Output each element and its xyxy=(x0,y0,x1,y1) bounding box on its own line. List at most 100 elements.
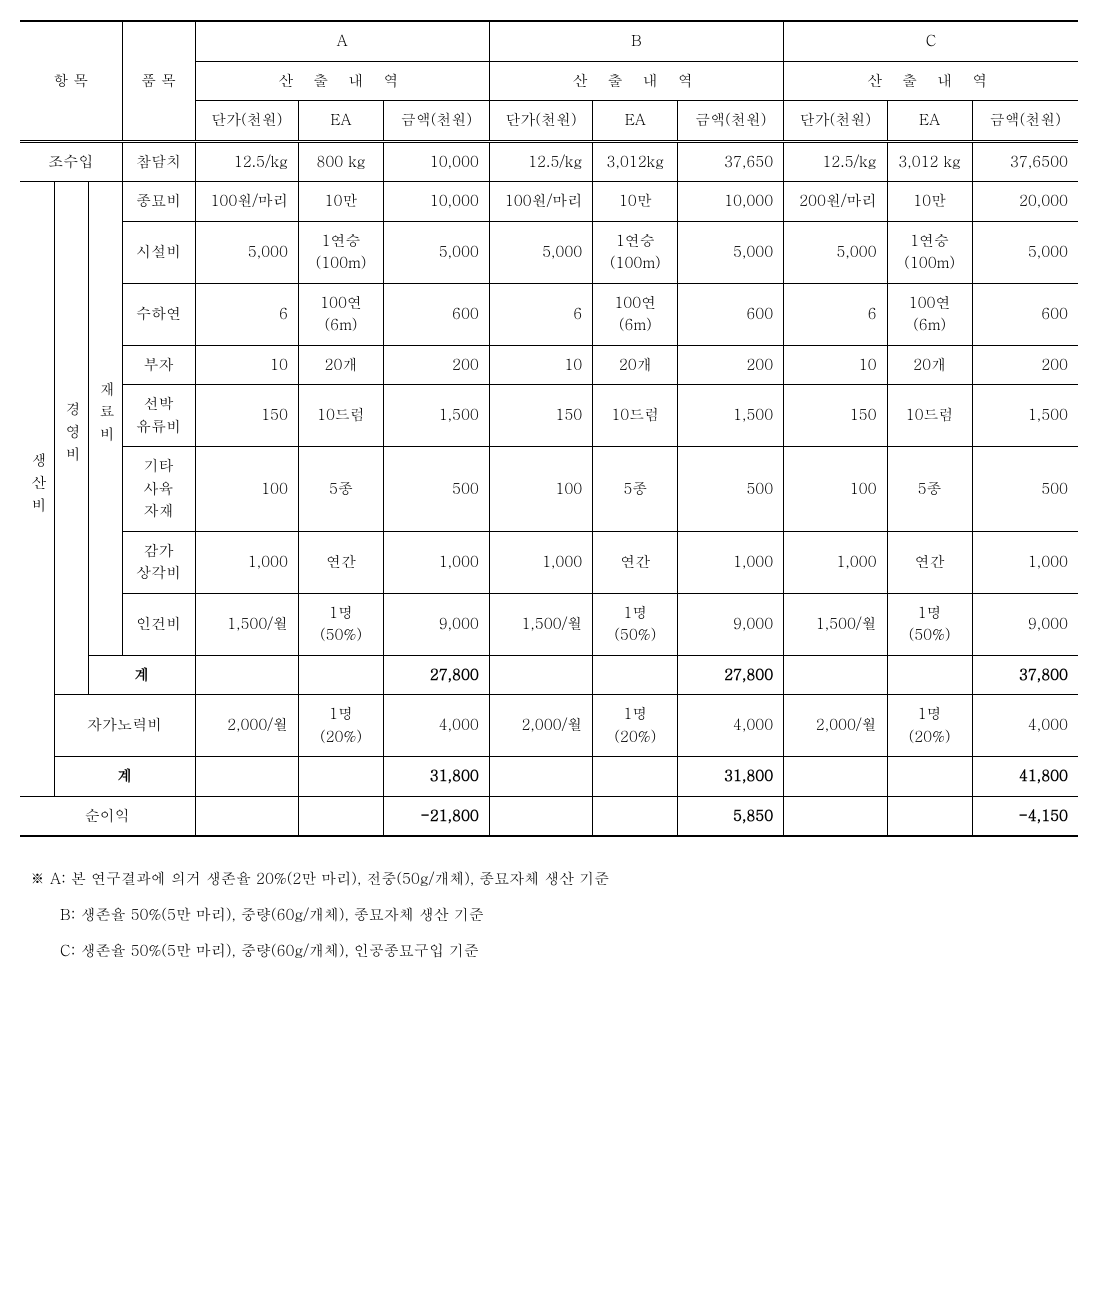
cell: 1연승(100m) xyxy=(593,221,678,283)
th-B: B xyxy=(489,21,783,61)
cell: 1,000 xyxy=(384,531,490,593)
cell: 600 xyxy=(972,283,1078,345)
cell: 600 xyxy=(384,283,490,345)
cell: 6 xyxy=(489,283,592,345)
th-unit-B: 단가(천원) xyxy=(489,101,592,142)
cell: 200 xyxy=(972,345,1078,385)
cell: 1,000 xyxy=(972,531,1078,593)
cell xyxy=(887,655,972,695)
cell: 200 xyxy=(384,345,490,385)
item: 기타사육자재 xyxy=(122,447,195,532)
cat-management: 경영비 xyxy=(54,182,88,695)
row-subtotal-1: 계 27,800 27,800 37,800 xyxy=(20,655,1078,695)
cell: 20,000 xyxy=(972,182,1078,222)
cell: 5,000 xyxy=(489,221,592,283)
cell: 37,6500 xyxy=(972,141,1078,182)
cell: 1명(20%) xyxy=(298,695,383,757)
cell: 연간 xyxy=(593,531,678,593)
th-unit-A: 단가(천원) xyxy=(195,101,298,142)
net-income-row: 순이익 -21,800 5,850 -4,150 xyxy=(20,796,1078,836)
row-facility: 시설비 5,0001연승(100m)5,000 5,0001연승(100m)5,… xyxy=(20,221,1078,283)
cost-table: 항 목 품 목 A B C 산 출 내 역 산 출 내 역 산 출 내 역 단가… xyxy=(20,20,1078,837)
header-row-1: 항 목 품 목 A B C xyxy=(20,21,1078,61)
cat-material: 재료비 xyxy=(88,182,122,656)
cell xyxy=(784,757,887,797)
cell: 100 xyxy=(784,447,887,532)
th-item: 품 목 xyxy=(122,21,195,141)
cell xyxy=(195,655,298,695)
cell: 5종 xyxy=(887,447,972,532)
cell: 1,500 xyxy=(678,385,784,447)
cell: 4,000 xyxy=(678,695,784,757)
cell xyxy=(593,757,678,797)
item: 인건비 xyxy=(122,593,195,655)
cell xyxy=(298,757,383,797)
cell xyxy=(593,655,678,695)
item: 부자 xyxy=(122,345,195,385)
cell: 1,000 xyxy=(489,531,592,593)
cell: 27,800 xyxy=(384,655,490,695)
subtotal-label: 계 xyxy=(88,655,195,695)
cell: 10드럼 xyxy=(887,385,972,447)
row-deprec: 감가상각비 1,000연간1,000 1,000연간1,000 1,000연간1… xyxy=(20,531,1078,593)
cell: 10 xyxy=(489,345,592,385)
cell: 1명(20%) xyxy=(887,695,972,757)
cell: 12.5/kg xyxy=(784,141,887,182)
cell xyxy=(298,655,383,695)
row-labor: 인건비 1,500/월1명(50%)9,000 1,500/월1명(50%)9,… xyxy=(20,593,1078,655)
subtotal-label: 계 xyxy=(54,757,195,797)
th-breakdown-B: 산 출 내 역 xyxy=(489,61,783,101)
cell: 3,012kg xyxy=(593,141,678,182)
cat-production: 생산비 xyxy=(20,182,54,797)
cell: 4,000 xyxy=(972,695,1078,757)
cell: 500 xyxy=(678,447,784,532)
row-misc: 기타사육자재 1005종500 1005종500 1005종500 xyxy=(20,447,1078,532)
cell: 6 xyxy=(195,283,298,345)
cell: 150 xyxy=(195,385,298,447)
cell: 500 xyxy=(972,447,1078,532)
item: 시설비 xyxy=(122,221,195,283)
cell: 12.5/kg xyxy=(489,141,592,182)
row-seed: 생산비 경영비 재료비 종묘비 100원/마리10만10,000 100원/마리… xyxy=(20,182,1078,222)
cell: 5,000 xyxy=(678,221,784,283)
cell xyxy=(887,757,972,797)
cell: 1,500 xyxy=(384,385,490,447)
item: 수하연 xyxy=(122,283,195,345)
cell: 2,000/월 xyxy=(195,695,298,757)
row-line: 수하연 6100연(6m)600 6100연(6m)600 6100연(6m)6… xyxy=(20,283,1078,345)
cell: 5,000 xyxy=(972,221,1078,283)
cell xyxy=(298,796,383,836)
cell: 5,000 xyxy=(384,221,490,283)
cell xyxy=(489,655,592,695)
cell: 5,850 xyxy=(678,796,784,836)
th-ea-C: EA xyxy=(887,101,972,142)
cell: 4,000 xyxy=(384,695,490,757)
cell: 3,012 kg xyxy=(887,141,972,182)
cell: 31,800 xyxy=(384,757,490,797)
cell: 2,000/월 xyxy=(489,695,592,757)
cell: 20개 xyxy=(298,345,383,385)
th-ea-B: EA xyxy=(593,101,678,142)
th-amt-B: 금액(천원) xyxy=(678,101,784,142)
gross-income-label: 조수입 xyxy=(20,141,122,182)
cell xyxy=(489,757,592,797)
cell: 5,000 xyxy=(195,221,298,283)
cell: 연간 xyxy=(298,531,383,593)
cell xyxy=(489,796,592,836)
th-breakdown-C: 산 출 내 역 xyxy=(784,61,1078,101)
cell: 1명(50%) xyxy=(298,593,383,655)
cell xyxy=(195,757,298,797)
cell xyxy=(887,796,972,836)
cell xyxy=(593,796,678,836)
cell: 800 kg xyxy=(298,141,383,182)
cell: 1,000 xyxy=(678,531,784,593)
cell: 1,500/월 xyxy=(195,593,298,655)
th-ea-A: EA xyxy=(298,101,383,142)
cell: -21,800 xyxy=(384,796,490,836)
th-amt-C: 금액(천원) xyxy=(972,101,1078,142)
cell: 600 xyxy=(678,283,784,345)
cell: 100연(6m) xyxy=(593,283,678,345)
cell: 37,800 xyxy=(972,655,1078,695)
cell: 20개 xyxy=(887,345,972,385)
cell: 10,000 xyxy=(384,141,490,182)
